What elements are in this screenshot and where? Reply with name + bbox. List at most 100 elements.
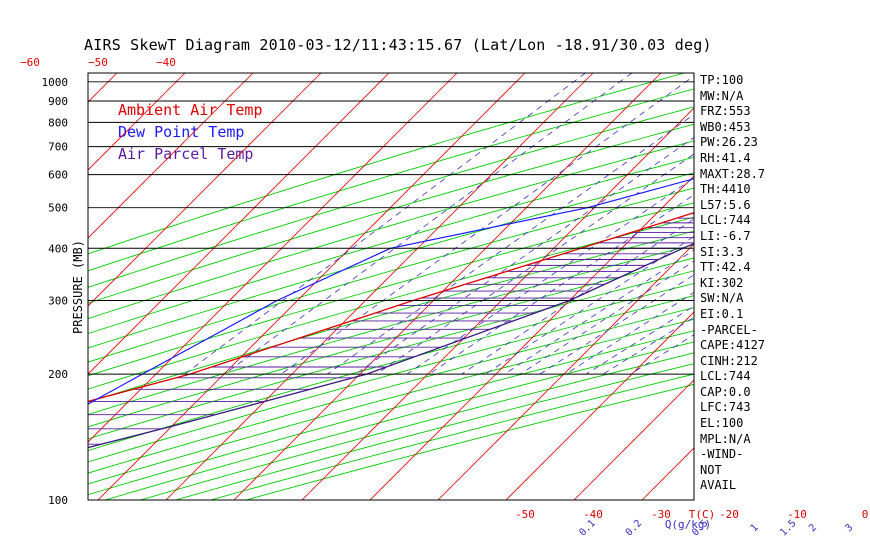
pressure-tick-label: 600 — [48, 169, 68, 182]
stat-item: WB0:453 — [700, 119, 751, 134]
mixing-ratio-tick-label: 0.1 — [577, 518, 598, 539]
mixing-ratio-line — [376, 153, 694, 375]
dry-adiabat-line — [88, 202, 694, 377]
stat-item: LCL:744 — [700, 369, 751, 384]
stat-item: FRZ:553 — [700, 104, 751, 119]
mixing-ratio-line — [224, 73, 633, 375]
isotherm-line — [573, 379, 694, 500]
isotherm-line — [778, 73, 870, 500]
mixing-ratio-tick-label: 1.5 — [778, 518, 799, 539]
legend-dewpoint-label: Dew Point Temp — [118, 123, 245, 141]
parcel-temp-line — [88, 242, 694, 449]
stat-item: LCL:744 — [700, 213, 751, 228]
isotherm-line — [97, 73, 526, 500]
dry-adiabat-line — [140, 352, 694, 500]
stat-item: EL:100 — [700, 416, 744, 431]
dry-adiabat-line — [88, 88, 694, 272]
stat-item: NOT — [700, 462, 722, 477]
dry-adiabat-line — [88, 156, 694, 335]
legend-parcel-label: Air Parcel Temp — [118, 145, 254, 163]
mixing-ratio-line — [602, 316, 694, 375]
stat-item: CAP:0.0 — [700, 384, 751, 399]
pressure-tick-label: 100 — [48, 494, 68, 507]
stat-item: SW:N/A — [700, 291, 744, 306]
stat-item: CAPE:4127 — [700, 338, 766, 353]
cape-hatch-region — [88, 213, 694, 445]
dry-adiabat-line — [88, 257, 694, 428]
stat-item: TH:4410 — [700, 182, 751, 197]
top-temp-tick-label: −40 — [156, 56, 176, 69]
stat-item: RH:41.4 — [700, 150, 751, 165]
pressure-tick-label: 300 — [48, 294, 68, 307]
stat-item: KI:302 — [700, 275, 744, 290]
dry-adiabat-line — [88, 282, 694, 452]
stat-item: TP:100 — [700, 73, 744, 87]
mixing-ratio-line — [428, 194, 694, 375]
mixing-ratio-tick-label: 0.2 — [624, 518, 645, 539]
dry-adiabat-line — [210, 373, 694, 500]
isotherm-line — [710, 73, 870, 500]
dry-adiabat-line — [88, 187, 694, 363]
stat-item: MPL:N/A — [700, 431, 751, 446]
chart-title: AIRS SkewT Diagram 2010-03-12/11:43:15.6… — [84, 36, 712, 54]
y-axis-label: PRESSURE (MB) — [71, 240, 85, 334]
isotherm-line — [88, 73, 186, 171]
pressure-tick-label: 800 — [48, 116, 68, 129]
bottom-temp-tick-label: -20 — [719, 508, 739, 521]
stat-item: -WIND- — [700, 447, 744, 462]
stat-item: -PARCEL- — [700, 322, 758, 337]
mixing-ratio-line — [519, 260, 694, 375]
stat-item: TT:42.4 — [700, 260, 751, 275]
isotherm-line — [88, 73, 118, 103]
mixing-ratio-tick-label: 2 — [807, 522, 819, 534]
dry-adiabat-line — [88, 230, 694, 403]
isotherm-line — [165, 73, 594, 500]
stat-item: LFC:743 — [700, 400, 751, 415]
stat-item: SI:3.3 — [700, 244, 744, 259]
legend-ambient-label: Ambient Air Temp — [118, 101, 263, 119]
stat-item: MW:N/A — [700, 88, 744, 103]
top-temp-tick-label: −50 — [88, 56, 108, 69]
isotherm-line — [88, 73, 322, 307]
dry-adiabat-line — [88, 73, 685, 255]
pressure-tick-label: 900 — [48, 95, 68, 108]
isotherm-line — [505, 311, 694, 500]
mixing-ratio-line — [485, 235, 694, 375]
isotherm-line — [88, 73, 458, 443]
dry-adiabat-line — [88, 106, 694, 288]
stat-item: L57:5.6 — [700, 197, 751, 212]
pressure-tick-label: 700 — [48, 141, 68, 154]
isotherm-line — [88, 73, 390, 375]
mixing-ratio-line — [630, 334, 694, 375]
mixing-ratio-line — [565, 291, 694, 375]
pressure-tick-label: 500 — [48, 202, 68, 215]
mixing-ratio-line — [539, 274, 694, 375]
isotherm-line — [641, 447, 694, 500]
x-axis-label: T(C) — [689, 508, 716, 521]
dry-adiabat-line — [88, 244, 694, 416]
isotherm-line — [369, 175, 694, 500]
dry-adiabat-line — [88, 318, 694, 485]
bottom-temp-tick-label: 0 — [862, 508, 869, 521]
plot-area — [88, 73, 870, 500]
mixing-ratio-line — [585, 305, 694, 375]
stat-item: AVAIL — [700, 478, 737, 493]
plot-frame — [87, 72, 695, 501]
mixing-ratio-line — [406, 177, 694, 375]
ambient-temp-line — [88, 212, 694, 403]
stat-item: CINH:212 — [700, 353, 758, 368]
isotherm-line — [88, 73, 254, 239]
dry-adiabat-line — [88, 307, 694, 474]
top-temp-tick-label: −60 — [20, 56, 40, 69]
dry-adiabat-line — [88, 216, 694, 390]
mixing-ratio-line — [326, 113, 694, 375]
isotherm-line — [846, 73, 870, 500]
bottom-temp-tick-label: -40 — [583, 508, 603, 521]
mixing-ratio-tick-label: 3 — [843, 522, 855, 534]
moist-adiabat-line — [865, 73, 870, 374]
pressure-tick-label: 200 — [48, 368, 68, 381]
dry-adiabat-line — [88, 295, 694, 463]
isotherm-line — [301, 107, 694, 500]
stat-item: EI:0.1 — [700, 306, 744, 321]
